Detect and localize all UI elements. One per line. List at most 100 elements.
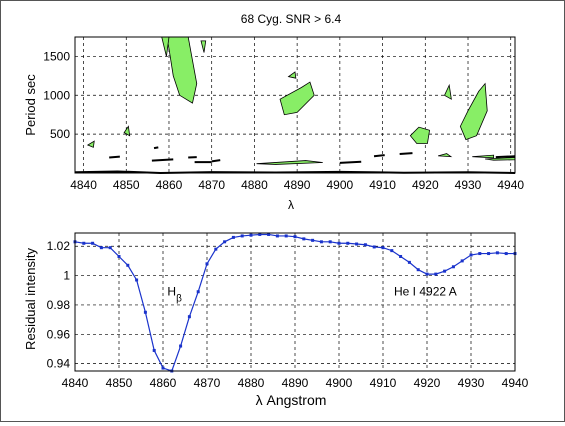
top-x-tick-label: 4930 [455, 178, 482, 192]
contour-dark-segment [496, 156, 515, 157]
data-point [118, 255, 121, 258]
bottom-x-tick-label: 4870 [194, 376, 221, 390]
top-x-tick-labels: 4840 4850 4860 4870 4880 4890 4900 4910 4920 4930… [70, 178, 524, 192]
top-x-tick-label: 4910 [369, 178, 396, 192]
data-point [179, 345, 182, 348]
top-y-tick-label: 1500 [43, 49, 70, 63]
contour-dark-segment [109, 157, 120, 158]
contour-region [162, 37, 169, 56]
contour-region [257, 161, 323, 165]
contour-region [88, 141, 94, 147]
data-point [82, 242, 85, 245]
contour-region [472, 155, 493, 158]
data-point [135, 278, 138, 281]
top-x-tick-label: 4850 [113, 178, 140, 192]
data-point [417, 268, 420, 271]
data-point [329, 240, 332, 243]
bottom-x-tick-label: 4850 [106, 376, 133, 390]
data-point [153, 349, 156, 352]
data-point [434, 273, 437, 276]
data-point [214, 248, 217, 251]
contour-dark-segment [152, 159, 173, 160]
top-x-tick-label: 4890 [284, 178, 311, 192]
data-point [408, 261, 411, 264]
data-point [197, 290, 200, 293]
residual-intensity-line [75, 234, 515, 371]
bottom-x-tick-label: 4900 [326, 376, 353, 390]
data-point [294, 235, 297, 238]
data-point [470, 254, 473, 257]
data-point [91, 242, 94, 245]
contour-dark-segment [340, 162, 361, 163]
bottom-x-tick-label: 4930 [458, 376, 485, 390]
data-point [250, 234, 253, 237]
contour-dark-segment [154, 147, 158, 148]
data-point [338, 242, 341, 245]
bottom-x-tick-label: 4940 [502, 376, 529, 390]
contour-region [167, 37, 197, 103]
period-contour-dark-segments [75, 147, 515, 173]
data-point [505, 252, 508, 255]
contour-region [289, 72, 296, 78]
top-chart-title: 68 Cyg. SNR > 6.4 [241, 12, 342, 26]
bottom-x-tick-label: 4890 [282, 376, 309, 390]
bottom-y-tick-label: 1 [63, 269, 70, 283]
data-point [373, 245, 376, 248]
bottom-x-tick-label: 4910 [370, 376, 397, 390]
data-point [399, 255, 402, 258]
period-contour-regions [88, 37, 515, 164]
top-x-tick-label: 4940 [497, 178, 524, 192]
data-point [390, 249, 393, 252]
data-point [320, 240, 323, 243]
data-point [311, 239, 314, 242]
data-point [487, 252, 490, 255]
data-point [126, 264, 129, 267]
data-point [355, 243, 358, 246]
contour-dark-segment [212, 160, 221, 161]
annotation-label: He I 4922 A [394, 284, 457, 298]
bottom-x-tick-label: 4860 [150, 376, 177, 390]
data-point [100, 246, 103, 249]
data-point [188, 315, 191, 318]
top-x-axis-label: λ [288, 198, 294, 212]
contour-region [410, 127, 429, 143]
data-point [364, 243, 367, 246]
top-x-tick-label: 4860 [156, 178, 183, 192]
data-point [443, 270, 446, 273]
data-point [276, 234, 279, 237]
bottom-x-tick-label: 4920 [414, 376, 441, 390]
bottom-y-tick-label: 0.98 [47, 298, 71, 312]
contour-region [438, 154, 451, 157]
data-point [478, 252, 481, 255]
data-point [241, 234, 244, 237]
top-x-tick-label: 4920 [412, 178, 439, 192]
top-y-tick-label: 500 [50, 127, 70, 141]
data-point [452, 265, 455, 268]
top-x-tick-label: 4840 [70, 178, 97, 192]
data-point [144, 311, 147, 314]
top-y-tick-labels: 500 1000 1500 [43, 49, 70, 141]
contour-region [445, 85, 452, 99]
data-point [496, 251, 499, 254]
contour-region [201, 41, 206, 53]
data-point [206, 262, 209, 265]
data-point [302, 237, 305, 240]
top-x-tick-label: 4900 [327, 178, 354, 192]
data-point [223, 240, 226, 243]
bottom-x-axis-label: λ Angstrom [256, 392, 327, 408]
bottom-y-tick-label: 1.02 [47, 239, 71, 253]
data-point [346, 242, 349, 245]
top-y-axis-label: Period sec [23, 74, 38, 136]
top-y-tick-label: 1000 [43, 88, 70, 102]
data-point [162, 367, 165, 370]
top-x-tick-label: 4880 [241, 178, 268, 192]
top-x-tick-label: 4870 [198, 178, 225, 192]
data-point [285, 234, 288, 237]
